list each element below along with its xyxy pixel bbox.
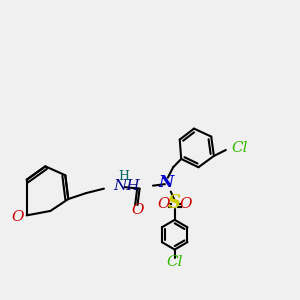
Text: O: O <box>11 210 24 224</box>
Text: O: O <box>131 203 144 217</box>
Text: S: S <box>168 194 181 212</box>
Text: NH: NH <box>113 179 140 193</box>
Text: O: O <box>180 196 192 211</box>
Text: O: O <box>157 196 170 211</box>
Text: Cl: Cl <box>232 141 248 155</box>
Text: Cl: Cl <box>167 255 183 269</box>
Text: H: H <box>118 170 130 183</box>
Text: N: N <box>159 174 174 191</box>
